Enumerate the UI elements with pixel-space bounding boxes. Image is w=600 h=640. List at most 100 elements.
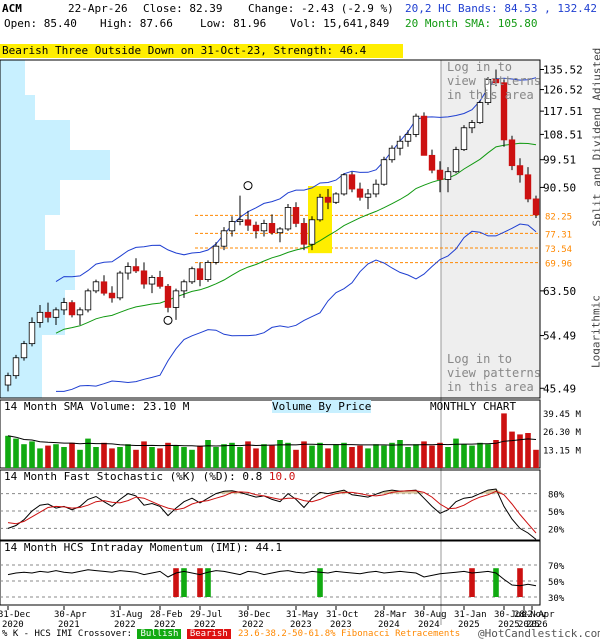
candle-down (420, 115, 428, 156)
stoch-panel-frame (0, 469, 541, 541)
bullish-legend: Bullish (137, 629, 182, 639)
date-label: 22-Apr-26 (68, 2, 128, 15)
x-tick-label: 29-Jul (190, 610, 223, 620)
x-tick-year: 2023 (290, 620, 312, 630)
volume-by-price-label: Volume By Price (272, 400, 372, 413)
imi-panel-frame (0, 540, 541, 606)
x-tick-label: 30-Dec (238, 610, 271, 620)
volume-bar (285, 442, 291, 468)
volume-bar (365, 448, 371, 468)
x-tick-year: 2024 (418, 620, 440, 630)
volume-bar (389, 442, 395, 468)
volume-bar (109, 448, 115, 468)
volume-bar (197, 445, 203, 468)
x-tick-label: 30-Jun (494, 610, 527, 620)
volume-bar (317, 442, 323, 468)
volume-bar (413, 444, 419, 468)
volume-tick-label: 13.15 M (543, 447, 582, 457)
volume-bar (437, 442, 443, 468)
imi-panel-title: 14 Month HCS Intraday Momentum (IMI): 44… (4, 541, 283, 554)
x-tick-label: 31-May (286, 610, 319, 620)
candle-up (396, 140, 404, 149)
volume-bar (517, 434, 523, 468)
pattern-banner[interactable]: Bearish Three Outside Down on 31-Oct-23,… (0, 44, 403, 58)
x-tick-label: 31-Jan (454, 610, 487, 620)
candle-up (316, 196, 324, 221)
volume-bar (117, 447, 123, 468)
x-tick-year: 2026 (526, 620, 548, 630)
x-tick-label: 22-Apr (522, 610, 555, 620)
lower-band (56, 223, 537, 392)
candle-up (412, 115, 420, 135)
candle-up (308, 219, 316, 245)
x-tick-label: 28-Mar (374, 610, 407, 620)
volume-by-price-bar (0, 120, 70, 150)
candle-up (484, 79, 492, 103)
volume-bar (101, 442, 107, 468)
volume-bar (189, 449, 195, 468)
imi-bearish-crossover (517, 568, 523, 597)
candle-down (524, 174, 532, 200)
imi-tick-label: 30% (548, 594, 565, 604)
candle-up (332, 193, 340, 203)
stoch-tick-label: 80% (548, 491, 565, 501)
stoch-tick-label: 20% (548, 525, 565, 535)
candle-down (140, 270, 148, 285)
candle-up (76, 309, 84, 316)
x-tick-year: 2022 (242, 620, 264, 630)
candle-down (492, 79, 500, 84)
imi-bearish-crossover (469, 568, 475, 597)
volume-bar (85, 438, 91, 468)
hc-bands-label: 20,2 HC Bands: 84.53 , 132.42 (405, 2, 598, 15)
candle-up (364, 193, 372, 198)
volume-by-price-bar (0, 150, 110, 180)
candle-down (500, 82, 508, 141)
candle-up (12, 357, 20, 377)
volume-sma-line (7, 435, 537, 447)
y-tick-label: 99.51 (543, 154, 576, 167)
candle-up (460, 127, 468, 151)
candle-up (4, 375, 12, 386)
x-tick-label: 28-Feb (150, 610, 183, 620)
imi-bearish-crossover (197, 568, 203, 597)
x-tick-year: 2025 (458, 620, 480, 630)
volume-bar (149, 447, 155, 468)
login-overlay-top[interactable]: Log in to view patterns in this area (447, 60, 541, 102)
copyright[interactable]: @HotCandlestick.com (478, 627, 600, 640)
y-tick-label: 135.52 (543, 63, 583, 76)
y-tick-label: 117.51 (543, 105, 583, 118)
volume-bar (445, 447, 451, 468)
imi-line (7, 569, 537, 587)
low-label: Low: 81.96 (200, 17, 267, 30)
volume-bar (69, 442, 75, 468)
candle-up (60, 302, 68, 311)
volume-bar (173, 445, 179, 468)
candle-up (260, 223, 268, 232)
x-tick-year: 2022 (154, 620, 176, 630)
volume-bar (237, 447, 243, 468)
volume-bar (245, 441, 251, 468)
volume-tick-label: 39.45 M (543, 410, 582, 420)
volume-bar (165, 442, 171, 468)
volume-bar (397, 440, 403, 468)
login-overlay-bottom[interactable]: Log in to view patterns in this area (447, 352, 541, 394)
stoch-tick-label: 50% (548, 508, 565, 518)
candle-down (44, 311, 52, 318)
volume-bar (21, 444, 27, 468)
candle-down (292, 207, 300, 224)
x-tick-year: 2025 (498, 620, 520, 630)
log-scale-label: Logarithmic (589, 295, 600, 368)
x-tick-label: 31-Aug (110, 610, 143, 620)
volume-bar (477, 442, 483, 468)
x-tick-year: 2023 (330, 620, 352, 630)
y-tick-label: 108.51 (543, 128, 583, 141)
x-tick-year: 2020 (2, 620, 24, 630)
close-label: Close: 82.39 (143, 2, 223, 15)
volume-bar (357, 445, 363, 468)
volume-bar (293, 449, 299, 468)
imi-bullish-crossover (181, 568, 187, 597)
candle-down (100, 281, 108, 294)
fib-label: 73.54 (545, 245, 572, 255)
candle-down (196, 268, 204, 280)
imi-bearish-crossover (173, 568, 179, 597)
